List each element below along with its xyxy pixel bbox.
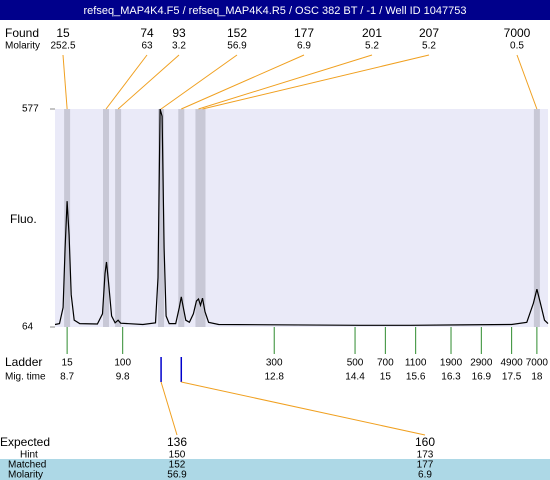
found-connector [202, 54, 430, 110]
ladder-size: 100 [114, 358, 131, 369]
ladder-size: 1100 [405, 358, 427, 369]
found-size: 177 [294, 26, 314, 40]
found-molarity: 56.9 [227, 41, 247, 52]
ladder-size: 2900 [470, 358, 493, 369]
matched-label: Matched [8, 460, 46, 471]
found-connector [62, 54, 68, 110]
ladder-time: 14.4 [345, 372, 365, 383]
expected-connector [181, 381, 426, 436]
title-bar [0, 0, 550, 20]
peak-band [199, 109, 206, 327]
hint-size: 173 [417, 450, 434, 461]
found-size: 207 [419, 26, 439, 40]
ladder-time: 12.8 [264, 372, 284, 383]
peak-band [195, 109, 202, 327]
peak-band [178, 109, 185, 327]
ladder-size: 500 [347, 358, 364, 369]
peak-band [158, 109, 165, 327]
peak-band [103, 109, 110, 327]
found-connector [181, 54, 305, 110]
ladder-size: 1900 [440, 358, 463, 369]
expected-connector [160, 381, 178, 436]
ladder-time: 18 [531, 372, 543, 383]
ladder-label: Ladder [5, 355, 42, 369]
ladder-time: 17.5 [502, 372, 522, 383]
expected-size: 136 [167, 435, 187, 449]
ladder-size: 700 [377, 358, 394, 369]
peak-band [115, 109, 122, 327]
ladder-size: 4900 [501, 358, 524, 369]
hint-size: 150 [169, 450, 186, 461]
ladder-size: 15 [62, 358, 74, 369]
found-size: 7000 [504, 26, 531, 40]
ladder-time: 8.7 [60, 372, 74, 383]
found-molarity: 3.2 [172, 41, 186, 52]
ladder-time: 15.6 [406, 372, 426, 383]
ladder-time: 16.9 [472, 372, 492, 383]
y-axis-label: Fluo. [10, 212, 37, 226]
mig-time-label: Mig. time [5, 372, 46, 383]
expected-label: Expected [0, 435, 50, 449]
title: refseq_MAP4K4.F5 / refseq_MAP4K4.R5 / OS… [84, 5, 467, 17]
found-connector [160, 54, 238, 110]
matched-size: 152 [169, 460, 186, 471]
found-size: 74 [140, 26, 154, 40]
ladder-time: 15 [380, 372, 392, 383]
plot-area [55, 109, 548, 327]
found-connector [117, 54, 180, 110]
found-connector [105, 54, 148, 110]
found-connector [198, 54, 373, 110]
found-size: 201 [362, 26, 382, 40]
y-tick-label: 577 [22, 104, 39, 115]
molarity-row-label: Molarity [8, 470, 43, 480]
found-size: 93 [172, 26, 186, 40]
found-size: 15 [56, 26, 70, 40]
found-connector [516, 54, 538, 110]
ladder-size: 7000 [526, 358, 549, 369]
found-molarity: 252.5 [50, 41, 75, 52]
found-molarity: 5.2 [422, 41, 436, 52]
found-molarity: 63 [141, 41, 153, 52]
ladder-size: 300 [266, 358, 283, 369]
found-molarity: 0.5 [510, 41, 524, 52]
expected-size: 160 [415, 435, 435, 449]
ladder-time: 9.8 [116, 372, 130, 383]
molarity-label: Molarity [5, 41, 40, 52]
matched-size: 177 [417, 460, 434, 471]
matched-molarity: 6.9 [418, 470, 432, 480]
peak-band [533, 109, 540, 327]
matched-molarity: 56.9 [167, 470, 187, 480]
found-label: Found [5, 26, 39, 40]
hint-label: Hint [20, 450, 38, 461]
y-tick-label: 64 [22, 322, 34, 333]
matched-band [0, 459, 550, 480]
found-molarity: 5.2 [365, 41, 379, 52]
found-molarity: 6.9 [297, 41, 311, 52]
trace [54, 108, 549, 326]
found-size: 152 [227, 26, 247, 40]
ladder-time: 16.3 [441, 372, 461, 383]
peak-band [64, 109, 71, 327]
